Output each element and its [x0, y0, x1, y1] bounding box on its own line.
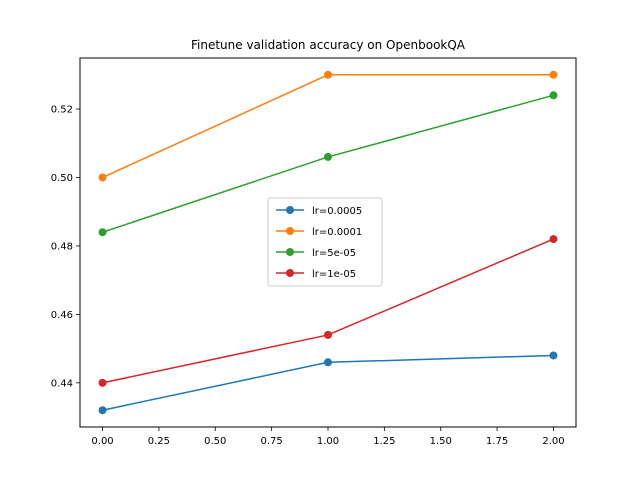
legend-label: lr=1e-05: [312, 269, 356, 280]
x-tick-label: 1.00: [317, 436, 339, 447]
x-tick-label: 0.50: [204, 436, 226, 447]
x-tick-label: 0.25: [148, 436, 170, 447]
series-line-1: [102, 74, 554, 179]
x-tick-label: 2.00: [542, 436, 564, 447]
y-tick-label: 0.50: [51, 173, 73, 184]
data-point: [324, 70, 332, 79]
legend-swatch-marker: [286, 248, 294, 256]
legend-swatch-marker: [286, 227, 294, 235]
data-point: [98, 228, 107, 237]
data-point: [98, 406, 107, 415]
legend: lr=0.0005 lr=0.0001 lr=5e-05 lr=1e-05: [267, 197, 383, 287]
y-tick-label: 0.52: [51, 105, 73, 116]
data-point: [98, 378, 107, 387]
chart-title: Finetune validation accuracy on Openbook…: [191, 38, 466, 52]
y-tick-label: 0.48: [51, 241, 73, 252]
data-point: [324, 358, 332, 367]
data-point: [549, 235, 558, 244]
legend-label: lr=0.0001: [312, 227, 362, 238]
data-point: [324, 330, 332, 339]
y-tick-label: 0.44: [51, 378, 73, 389]
x-tick-label: 0.00: [91, 436, 113, 447]
data-point: [549, 351, 558, 360]
x-tick-label: 0.75: [261, 436, 283, 447]
plot-area: [98, 70, 558, 415]
legend-label: lr=0.0005: [312, 206, 362, 217]
x-tick-label: 1.50: [430, 436, 452, 447]
data-point: [549, 70, 558, 79]
legend-label: lr=5e-05: [312, 248, 356, 259]
legend-swatch-marker: [286, 269, 294, 277]
x-axis: 0.00 0.25 0.50 0.75 1.00 1.25 1.50 1.75 2.00: [91, 427, 565, 447]
y-tick-label: 0.46: [51, 310, 73, 321]
data-point: [549, 91, 558, 100]
x-tick-label: 1.25: [373, 436, 395, 447]
x-tick-label: 1.75: [486, 436, 508, 447]
legend-box: [267, 197, 383, 287]
y-axis: 0.44 0.46 0.48 0.50 0.52: [51, 105, 80, 389]
legend-swatch-marker: [286, 206, 294, 214]
data-point: [98, 173, 107, 182]
data-point: [324, 152, 332, 161]
